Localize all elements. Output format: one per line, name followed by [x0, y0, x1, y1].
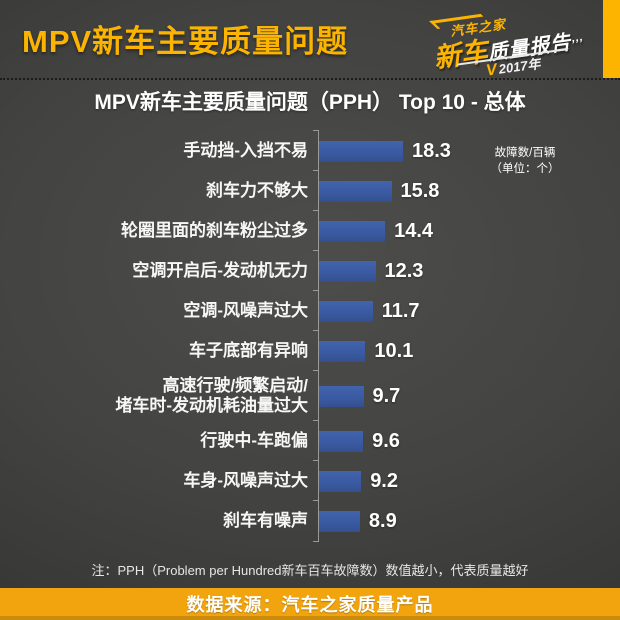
unit-label-line1: 故障数/百辆: [494, 147, 556, 159]
bar: [319, 260, 376, 282]
footer: 数据来源：汽车之家质量产品: [0, 588, 620, 620]
bar-row: 车子底部有异响 10.1: [0, 330, 620, 371]
bar: [319, 510, 360, 532]
bar-cell: 9.6: [313, 420, 620, 461]
check-mark-icon: V: [485, 61, 498, 80]
bar: [319, 430, 364, 452]
bar: [319, 340, 366, 362]
bar-cell: 8.9: [313, 500, 620, 542]
footnote: 注：PPH（Problem per Hundred新车百车故障数）数值越小，代表…: [91, 563, 529, 578]
bar-cell: 14.4: [313, 210, 620, 251]
bar-cell: 10.1: [313, 330, 620, 371]
bar: [319, 220, 386, 242]
bar-rows: 手动挡-入挡不易 18.3 刹车力不够大 15.8 轮圈里面的刹车粉尘过多 14…: [0, 130, 620, 542]
bar-value: 11.7: [381, 299, 420, 322]
bar-row: 空调-风噪声过大 11.7: [0, 290, 620, 331]
bar: [319, 300, 373, 322]
autohome-report-logo: 汽车之家 新车质量报告’’’ V2017年: [426, 0, 594, 85]
bar-row: 轮圈里面的刹车粉尘过多 14.4: [0, 210, 620, 251]
bar-cell: 9.2: [313, 460, 620, 501]
bar-row-label: 空调开启后-发动机无力: [132, 260, 308, 280]
bar-row-label: 刹车力不够大: [206, 180, 308, 200]
logo-title-highlight: 新车: [431, 36, 490, 74]
unit-label: 故障数/百辆 （单位：个）: [468, 146, 582, 177]
bar-value: 14.4: [394, 219, 434, 242]
bar-row: 刹车力不够大 15.8: [0, 170, 620, 211]
data-source-text: 数据来源：汽车之家质量产品: [186, 595, 434, 615]
bar-row-label: 车身-风噪声过大: [183, 470, 308, 490]
bar: [319, 180, 392, 202]
bar-value: 8.9: [368, 509, 397, 532]
bar-value: 18.3: [412, 139, 451, 162]
logo-quote-marks: ’’’: [570, 35, 585, 52]
bar-row-label: 车子底部有异响: [189, 340, 308, 360]
page-title: MPV新车主要质量问题: [22, 24, 349, 59]
bar-row-label: 轮圈里面的刹车粉尘过多: [121, 220, 308, 240]
bar-value: 10.1: [374, 339, 414, 362]
bar-row-label: 高速行驶/频繁启动/堵车时-发动机耗油量过大: [115, 375, 308, 415]
bar-value: 9.2: [370, 469, 398, 492]
bar-cell: 12.3: [313, 250, 620, 291]
unit-label-line2: （单位：个）: [490, 162, 560, 175]
chart-title: MPV新车主要质量问题（PPH） Top 10 - 总体: [94, 91, 526, 114]
bar-row-label: 空调-风噪声过大: [183, 300, 308, 320]
bar: [319, 470, 362, 492]
bar-cell: 15.8: [313, 170, 620, 211]
logo-year-text: 2017年: [497, 56, 542, 77]
bar-cell: 18.3: [313, 130, 620, 171]
bar-row: 高速行驶/频繁启动/堵车时-发动机耗油量过大 9.7: [0, 370, 620, 421]
bar-cell: 9.7: [313, 370, 620, 421]
bar-value: 9.6: [372, 429, 400, 452]
bar-row: 手动挡-入挡不易 18.3: [0, 130, 620, 171]
bar-row: 空调开启后-发动机无力 12.3: [0, 250, 620, 291]
bar-row-label: 刹车有噪声: [223, 510, 308, 530]
header: MPV新车主要质量问题 汽车之家 新车质量报告’’’ V2017年: [0, 0, 620, 80]
bar-row: 刹车有噪声 8.9: [0, 500, 620, 542]
bar-row-label: 行驶中-车跑偏: [200, 430, 308, 450]
header-edge-accent-bar: [603, 0, 620, 78]
bar: [319, 385, 364, 407]
bar-value: 12.3: [384, 259, 424, 282]
bar-row: 行驶中-车跑偏 9.6: [0, 420, 620, 461]
bar: [319, 140, 403, 162]
bar-cell: 11.7: [313, 290, 620, 331]
bar-row-label: 手动挡-入挡不易: [183, 140, 308, 160]
bar-value: 9.7: [372, 384, 401, 407]
bar-row: 车身-风噪声过大 9.2: [0, 460, 620, 501]
bar-value: 15.8: [400, 179, 440, 202]
